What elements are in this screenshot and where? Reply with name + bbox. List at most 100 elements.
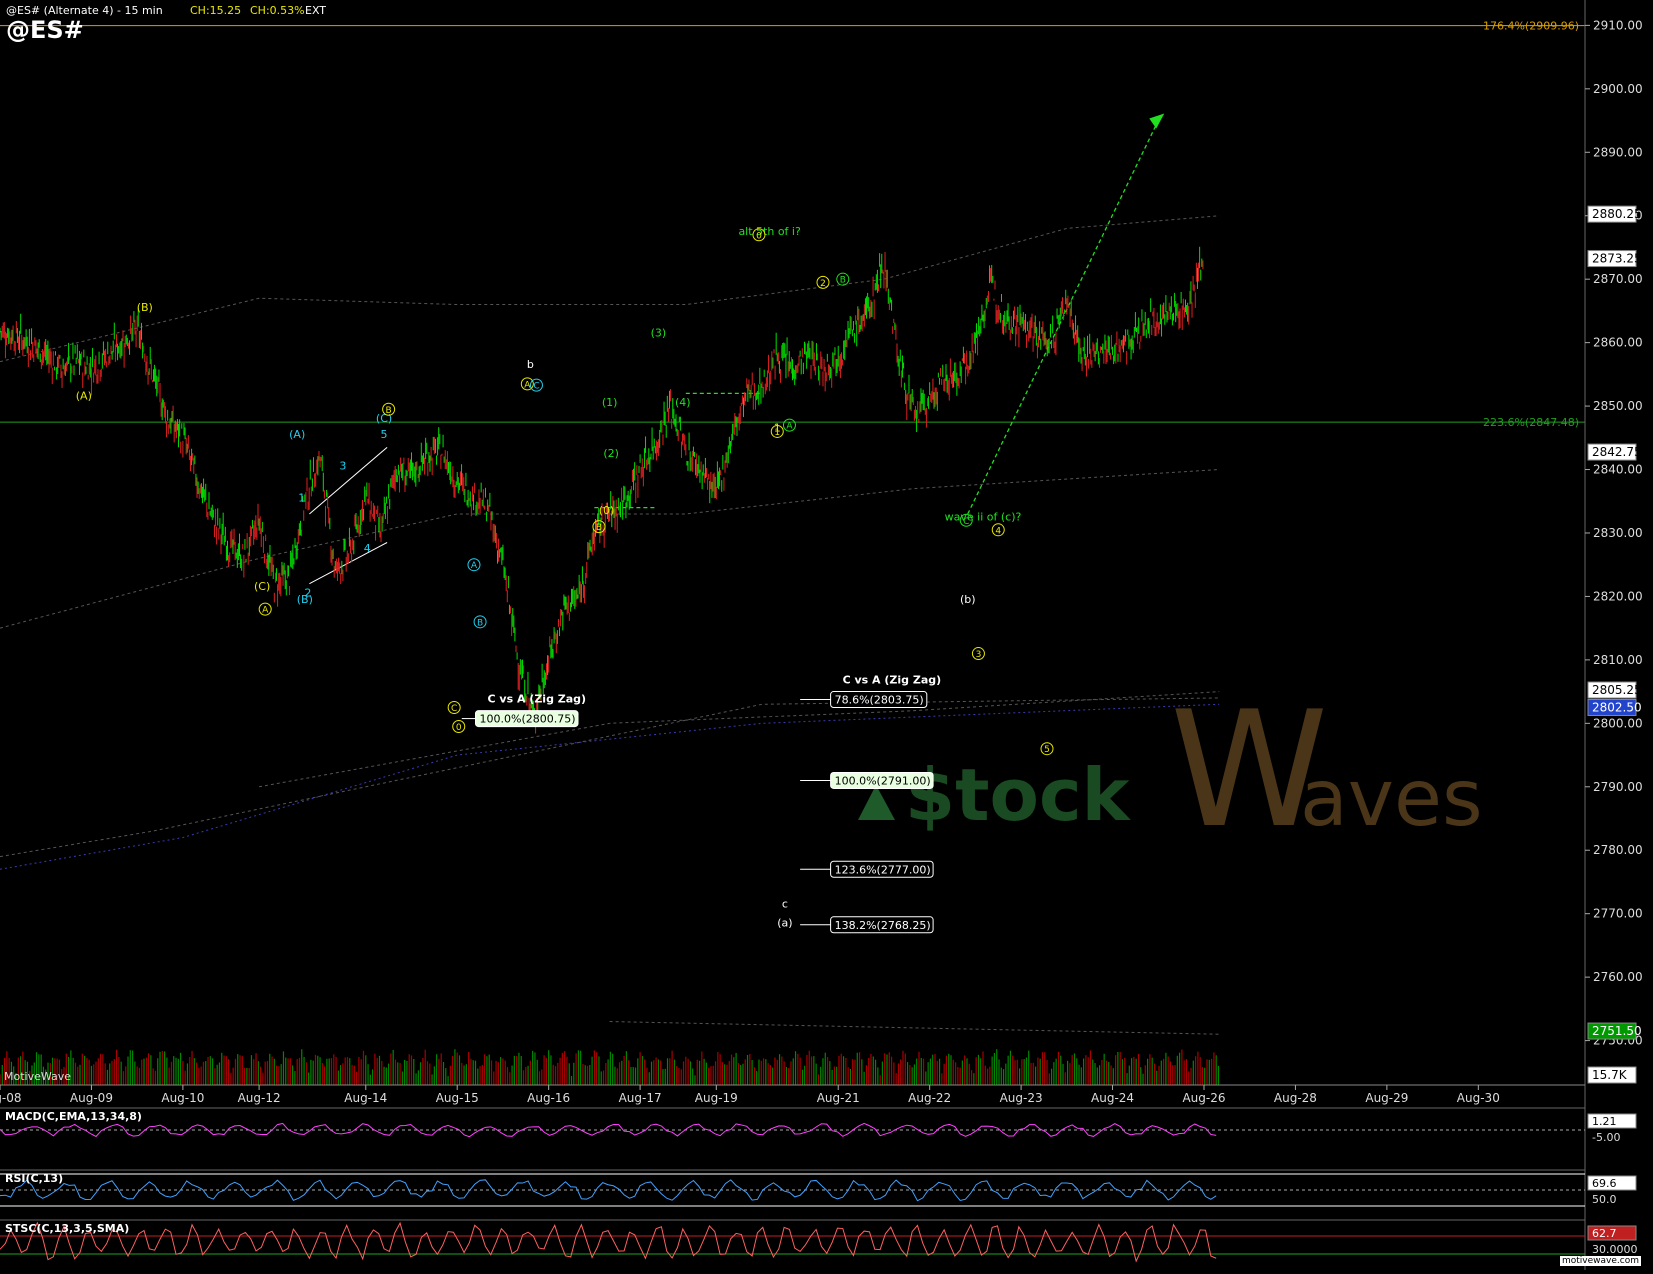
price-tag-label-1: 2873.25 xyxy=(1592,252,1642,266)
wave-circle-label: A xyxy=(786,422,793,432)
wave-label: (0) xyxy=(599,504,615,517)
price-tick-label: 2870.00 xyxy=(1593,272,1643,286)
wave-circle-label: A xyxy=(471,561,478,571)
wave-label: 3 xyxy=(339,460,346,473)
wave-label: 1 xyxy=(298,491,305,504)
date-tick-label: Aug-14 xyxy=(344,1091,387,1105)
wave-label: (C) xyxy=(254,580,270,593)
fib-line-label-1: 223.6%(2847.48) xyxy=(1483,416,1579,429)
watermark-w: W xyxy=(1170,676,1328,863)
wave-label: (A) xyxy=(76,390,92,403)
watermark-stock: $tock xyxy=(905,753,1132,837)
date-tick-label: Aug-28 xyxy=(1274,1091,1317,1105)
fib-box-2 xyxy=(830,771,934,789)
projection-arrowhead xyxy=(1149,113,1165,129)
fib-box-3 xyxy=(830,860,934,878)
date-tick-label: Aug-24 xyxy=(1091,1091,1134,1105)
price-tick-label: 2780.00 xyxy=(1593,843,1643,857)
indicator-tag-2 xyxy=(1587,1225,1637,1241)
price-tag-4 xyxy=(1587,698,1637,716)
price-tag-label-3: 2805.25 xyxy=(1592,683,1642,697)
indicator-value-0-0: 1.21 xyxy=(1592,1115,1617,1128)
wave-label: 1 xyxy=(774,421,781,434)
date-tick-label: Aug-09 xyxy=(70,1091,113,1105)
indicator-tag-1 xyxy=(1587,1175,1637,1191)
wave-circle xyxy=(782,418,796,432)
wave-circle xyxy=(1040,742,1054,756)
date-tick-label: Aug-29 xyxy=(1365,1091,1408,1105)
wave-label: (2) xyxy=(603,447,619,460)
indicator-label-2: STSC(C,13,3,5,SMA) xyxy=(5,1222,129,1235)
wave-circle-label: 3 xyxy=(976,650,982,660)
price-tick-label: 2840.00 xyxy=(1593,463,1643,477)
wave-circle-label: B xyxy=(477,618,483,628)
wave-label: (B) xyxy=(137,301,153,314)
price-tag-label-2: 2842.75 xyxy=(1592,445,1642,459)
date-tick-label: Aug-21 xyxy=(817,1091,860,1105)
price-tick-label: 2790.00 xyxy=(1593,780,1643,794)
price-tick-label: 2810.00 xyxy=(1593,653,1643,667)
indicator-label-0: MACD(C,EMA,13,34,8) xyxy=(5,1110,142,1123)
wave-circle-label: B xyxy=(840,276,846,286)
wave-circle-label: 1 xyxy=(774,428,780,438)
date-tick-label: Aug-12 xyxy=(238,1091,281,1105)
session-label: EXT xyxy=(305,4,327,17)
indicator-value-1-1: 50.0 xyxy=(1592,1193,1617,1206)
date-tick-label: Aug-30 xyxy=(1457,1091,1500,1105)
wave-circle xyxy=(592,520,606,534)
wave-circle-label: C xyxy=(963,517,969,527)
price-tag-5 xyxy=(1587,1022,1637,1040)
price-tick-label: 2900.00 xyxy=(1593,82,1643,96)
wave-label: (4) xyxy=(675,396,691,409)
wave-circle-label: 0 xyxy=(456,723,462,733)
date-tick-label: Aug-08 xyxy=(0,1091,22,1105)
fib-box-label-2: 100.0%(2791.00) xyxy=(835,774,931,787)
date-tick-label: Aug-22 xyxy=(908,1091,951,1105)
price-tick-label: 2850.00 xyxy=(1593,399,1643,413)
change-percent: CH:0.53% xyxy=(250,4,305,17)
date-tick-label: Aug-10 xyxy=(161,1091,204,1105)
wave-label: (b) xyxy=(960,593,976,606)
chart-title: @ES# (Alternate 4) - 15 min xyxy=(6,4,163,17)
price-tick-label: 2910.00 xyxy=(1593,18,1643,32)
fib-box-1 xyxy=(830,691,928,709)
wave-circle xyxy=(816,275,830,289)
wave-circle-label: 5 xyxy=(1044,745,1050,755)
indicator-value-0-1: -5.00 xyxy=(1592,1131,1620,1144)
price-tag-2 xyxy=(1587,443,1637,461)
fib-box-4 xyxy=(830,916,934,934)
fib-box-label-3: 123.6%(2777.00) xyxy=(835,863,931,876)
wave-circle xyxy=(258,602,272,616)
wave-label: wave ii of (c)? xyxy=(945,510,1022,523)
wave-circle-label: B xyxy=(596,523,602,533)
wave-circle xyxy=(752,228,766,242)
wave-label: 4 xyxy=(364,542,371,555)
wave-label: (a) xyxy=(777,916,792,929)
wave-label: c xyxy=(782,897,788,910)
price-tick-label: 2860.00 xyxy=(1593,336,1643,350)
date-tick-label: Aug-15 xyxy=(436,1091,479,1105)
date-tick-label: Aug-17 xyxy=(619,1091,662,1105)
indicator-line-2 xyxy=(0,1221,1217,1263)
wave-circle xyxy=(529,378,543,392)
indicator-value-2-1: 30.0000 xyxy=(1592,1243,1638,1256)
projection-arrow-line xyxy=(967,120,1159,515)
wave-circle xyxy=(991,523,1005,537)
wave-circle-label: A xyxy=(262,606,269,616)
wave-label: 2 xyxy=(304,586,311,599)
indicator-line-0 xyxy=(0,1122,1217,1138)
fib-box-0 xyxy=(475,710,579,728)
price-tag-label-4: 2802.50 xyxy=(1592,700,1642,714)
indicator-line-1 xyxy=(0,1179,1217,1202)
wave-circle xyxy=(467,558,481,572)
price-tag-1 xyxy=(1587,250,1637,268)
channel-line-1 xyxy=(0,469,1220,629)
wave-circle-label: C xyxy=(451,704,457,714)
channel-line-0 xyxy=(0,215,1220,363)
price-tick-label: 2800.00 xyxy=(1593,716,1643,730)
date-tick-label: Aug-19 xyxy=(695,1091,738,1105)
fib-box-title-0: C vs A (Zig Zag) xyxy=(488,693,587,706)
wave-label: 5 xyxy=(381,428,388,441)
